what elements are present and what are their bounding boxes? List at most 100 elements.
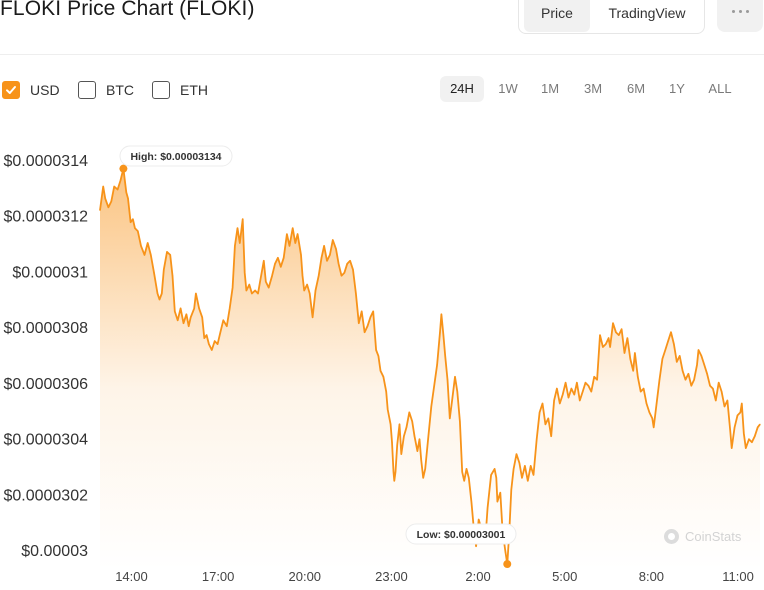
data-point [169, 254, 171, 256]
range-1m[interactable]: 1M [540, 81, 560, 96]
data-point [130, 221, 132, 223]
data-point [468, 477, 470, 479]
data-point [661, 358, 664, 360]
data-point [277, 257, 279, 259]
data-point [352, 269, 354, 271]
tab-price[interactable]: Price [524, 0, 590, 32]
range-all[interactable]: ALL [708, 81, 732, 96]
tab-tradingview[interactable]: TradingView [608, 5, 686, 21]
price-area [100, 168, 760, 570]
data-point [198, 307, 200, 309]
data-point [358, 322, 360, 324]
data-point [433, 385, 435, 387]
data-point [174, 310, 176, 312]
range-1y[interactable]: 1Y [669, 81, 685, 96]
data-point [271, 275, 273, 277]
data-point [741, 402, 743, 405]
data-point [185, 313, 187, 315]
data-point [292, 227, 294, 229]
data-point [201, 316, 203, 318]
x-tick-label: 11:00 [722, 569, 754, 584]
data-point [214, 340, 216, 342]
data-point [217, 343, 219, 345]
data-point [718, 382, 720, 384]
range-6m[interactable]: 6M [626, 81, 646, 96]
x-tick-label: 8:00 [639, 569, 664, 584]
data-point [667, 340, 669, 342]
data-point [398, 423, 401, 425]
data-point [219, 331, 221, 333]
data-point [712, 388, 714, 390]
data-point [314, 289, 317, 292]
data-point [645, 402, 648, 405]
x-tick-label: 14:00 [115, 569, 148, 584]
data-point [206, 334, 208, 336]
high-price-marker [119, 164, 128, 173]
currency-usd-toggle[interactable]: USD [2, 79, 60, 101]
data-point [532, 474, 535, 476]
data-point [584, 382, 587, 384]
data-point [465, 468, 468, 470]
data-point [280, 266, 282, 268]
currency-btc-toggle[interactable]: BTC [78, 79, 134, 101]
page-title: FLOKI Price Chart (FLOKI) [0, 0, 255, 20]
range-1w[interactable]: 1W [498, 81, 518, 96]
data-point [343, 272, 345, 274]
data-point [420, 459, 422, 461]
data-point [748, 438, 750, 440]
data-point [618, 334, 620, 336]
data-point [418, 438, 421, 440]
data-point [161, 292, 163, 295]
data-point [265, 281, 267, 283]
data-point [229, 307, 231, 309]
data-point [391, 441, 393, 443]
y-tick-label: $0.0000312 [3, 209, 88, 226]
x-axis: 14:00 17:00 20:00 23:00 2:00 5:00 8:00 11:00 [115, 569, 754, 584]
data-point [723, 405, 726, 408]
data-point [570, 388, 573, 390]
data-point [470, 501, 472, 503]
data-point [653, 426, 655, 428]
data-point [422, 477, 424, 479]
data-point [182, 322, 185, 324]
data-point [248, 284, 250, 286]
data-point [211, 349, 213, 351]
price-points [99, 168, 761, 565]
data-point [288, 245, 291, 247]
data-point [188, 325, 190, 327]
data-point [234, 245, 236, 247]
data-point [236, 227, 239, 229]
more-options-button[interactable] [717, 0, 763, 32]
data-point [338, 263, 340, 265]
data-point [513, 468, 515, 470]
range-3m[interactable]: 3M [583, 81, 603, 96]
data-point [700, 355, 703, 357]
data-point [263, 260, 265, 262]
currency-eth-toggle[interactable]: ETH [152, 79, 208, 101]
data-point [232, 287, 234, 289]
watermark-text: CoinStats [685, 529, 742, 544]
data-point [382, 376, 384, 378]
data-point [166, 251, 168, 253]
range-24h[interactable]: 24H [440, 76, 484, 102]
data-point [556, 388, 558, 390]
data-point [687, 373, 690, 375]
data-point [459, 420, 461, 422]
data-point [416, 450, 418, 452]
data-point [621, 328, 623, 330]
data-point [400, 453, 402, 455]
data-point [729, 429, 731, 431]
data-point [494, 468, 496, 470]
data-point [605, 343, 607, 345]
data-point [180, 307, 182, 309]
data-point [640, 391, 642, 393]
data-point [576, 382, 578, 384]
data-point [268, 287, 270, 289]
data-point [451, 399, 453, 402]
data-point [153, 272, 155, 274]
data-point [684, 379, 687, 381]
data-point [553, 399, 555, 402]
data-point [559, 402, 561, 405]
data-point [226, 325, 228, 327]
data-point [140, 245, 142, 247]
